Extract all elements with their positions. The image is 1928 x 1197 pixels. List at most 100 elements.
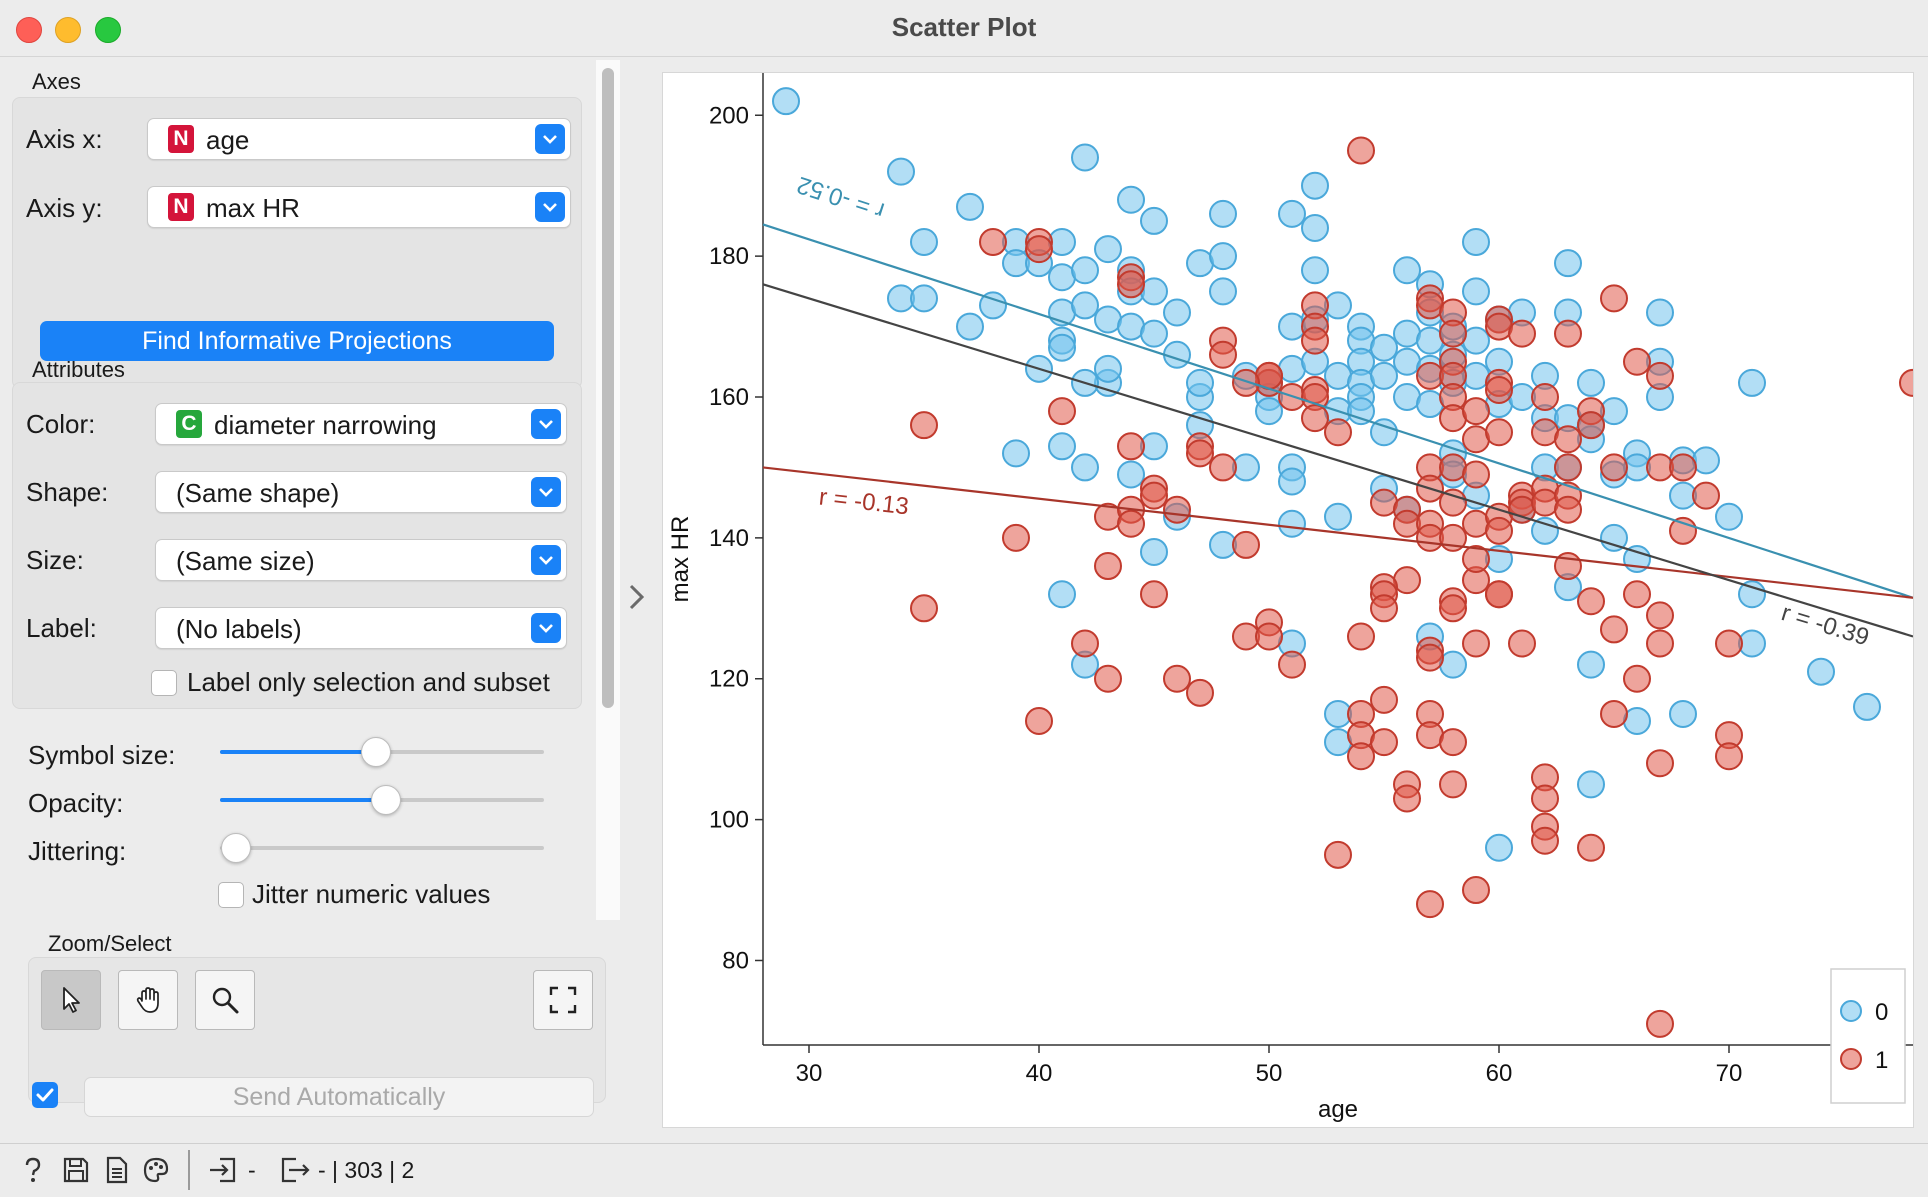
palette-icon[interactable]: [142, 1156, 170, 1184]
report-icon[interactable]: [104, 1156, 130, 1184]
data-point-class-0: [772, 87, 800, 116]
data-point-class-1: [1600, 699, 1628, 728]
regression-label-all: r = -0.39: [1778, 599, 1872, 651]
send-automatically-button[interactable]: Send Automatically: [84, 1077, 594, 1117]
axis-x-combo[interactable]: N age: [147, 118, 571, 160]
label-combo[interactable]: (No labels): [155, 607, 567, 649]
symbol-size-slider-handle[interactable]: [361, 737, 391, 767]
x-axis-title: age: [1318, 1096, 1358, 1123]
regression-line-1: [762, 466, 1914, 599]
data-point-class-0: [887, 157, 915, 186]
size-combo[interactable]: (Same size): [155, 539, 567, 581]
data-point-class-1: [1278, 650, 1306, 679]
data-point-class-0: [1324, 728, 1352, 757]
data-point-class-1: [910, 411, 938, 440]
chevron-down-icon: [531, 409, 561, 439]
data-point-class-0: [1278, 199, 1306, 228]
data-point-class-0: [1393, 383, 1421, 411]
data-point-class-1: [1094, 552, 1122, 581]
plot-area[interactable]: 30 40 50 60 70 80 100 120 140 160 180 200 age max HR …: [662, 72, 1927, 1128]
data-point-class-1: [1117, 509, 1145, 538]
data-point-class-0: [1278, 509, 1306, 538]
save-icon[interactable]: [62, 1156, 90, 1184]
data-point-class-0: [1255, 397, 1283, 426]
chevron-right-icon[interactable]: [626, 580, 648, 619]
color-combo[interactable]: C diameter narrowing: [155, 403, 567, 445]
data-point-class-1: [1669, 516, 1697, 545]
zoom-select-title: Zoom/Select: [48, 931, 172, 956]
data-point-class-0: [1048, 333, 1076, 362]
data-point-class-1: [1439, 728, 1467, 757]
data-point-class-0: [1577, 770, 1605, 799]
scrollbar-thumb[interactable]: [602, 68, 614, 708]
jitter-numeric-checkbox[interactable]: [218, 882, 244, 908]
data-point-class-1: [1485, 312, 1513, 341]
label-only-selection-checkbox[interactable]: [151, 670, 177, 696]
checkmark-icon: [36, 1088, 54, 1102]
reset-zoom-button[interactable]: [533, 970, 593, 1030]
data-point-class-0: [1048, 263, 1076, 292]
axis-y-combo[interactable]: N max HR: [147, 186, 571, 228]
data-point-class-1: [1577, 587, 1605, 616]
data-point-class-0: [956, 192, 984, 221]
data-point-class-1: [1462, 425, 1490, 454]
opacity-slider-handle[interactable]: [371, 785, 401, 815]
data-point-class-0: [1370, 361, 1398, 390]
chevron-down-icon: [531, 477, 561, 507]
legend-box: [1830, 968, 1906, 1104]
data-point-class-1: [1623, 347, 1651, 376]
shape-combo[interactable]: (Same shape): [155, 471, 567, 513]
data-point-class-1: [1577, 833, 1605, 862]
data-point-class-0: [1715, 502, 1743, 531]
minimize-window-button[interactable]: [55, 17, 81, 43]
data-point-class-0: [1623, 707, 1651, 735]
data-point-class-0: [979, 291, 1007, 320]
pan-tool-button[interactable]: [118, 970, 178, 1030]
data-point-class-0: [1140, 319, 1168, 348]
y-tick-label: 160: [709, 384, 749, 411]
control-panel-scrollbar[interactable]: [596, 60, 620, 920]
data-point-class-1: [1485, 516, 1513, 545]
y-tick-label: 180: [709, 243, 749, 270]
data-point-class-1: [1232, 368, 1260, 397]
zoom-tool-button[interactable]: [195, 970, 255, 1030]
symbol-size-slider[interactable]: [220, 737, 544, 767]
opacity-slider[interactable]: [220, 785, 544, 815]
data-point-class-1: [1416, 890, 1444, 919]
jittering-slider-handle[interactable]: [221, 833, 251, 863]
data-point-class-1: [1531, 784, 1559, 813]
data-point-class-0: [1393, 256, 1421, 285]
data-point-class-1: [1416, 643, 1444, 672]
data-point-class-1: [1439, 319, 1467, 348]
color-value: diameter narrowing: [214, 410, 437, 440]
data-point-class-1: [1531, 488, 1559, 517]
data-point-class-1: [1163, 664, 1191, 693]
data-point-class-1: [1025, 235, 1053, 264]
data-point-class-0: [1646, 298, 1674, 327]
data-point-class-0: [1531, 516, 1559, 545]
data-point-class-1: [1186, 439, 1214, 468]
data-point-class-0: [1692, 446, 1720, 475]
data-point-class-1: [1646, 1009, 1674, 1038]
find-informative-projections-button[interactable]: Find Informative Projections: [40, 321, 554, 361]
jittering-slider[interactable]: [220, 833, 544, 863]
label-value: (No labels): [176, 614, 302, 644]
help-icon[interactable]: [20, 1156, 46, 1184]
data-point-class-0: [1002, 439, 1030, 468]
close-window-button[interactable]: [16, 17, 42, 43]
data-point-class-0: [1416, 390, 1444, 419]
data-point-class-1: [1347, 136, 1375, 165]
maximize-window-button[interactable]: [95, 17, 121, 43]
data-point-class-0: [1301, 213, 1329, 242]
status-bar: - - | 303 | 2: [0, 1143, 1928, 1197]
data-point-class-0: [1439, 650, 1467, 679]
data-point-class-1: [1531, 826, 1559, 855]
axis-y-value: max HR: [206, 193, 300, 223]
select-tool-button[interactable]: [41, 970, 101, 1030]
data-point-class-1: [1462, 876, 1490, 905]
send-automatically-checkbox[interactable]: [32, 1082, 58, 1108]
data-point-class-0: [1301, 171, 1329, 200]
data-point-class-1: [1002, 523, 1030, 552]
data-point-class-0: [1094, 235, 1122, 264]
